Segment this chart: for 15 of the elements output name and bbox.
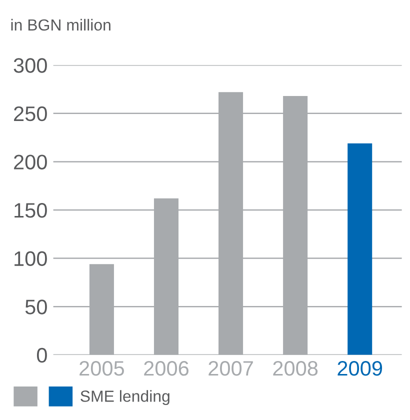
bar (348, 143, 372, 355)
y-axis-title: in BGN million (11, 18, 110, 31)
y-tick-label: 0 (36, 348, 47, 363)
y-tick-label: 200 (14, 154, 47, 170)
y-tick-label: 150 (14, 203, 47, 218)
x-tick-label: 2005 (80, 361, 124, 376)
y-tick-label: 250 (14, 106, 47, 122)
x-tick-label: 2007 (208, 361, 253, 376)
x-tick-label: 2006 (144, 361, 188, 376)
legend-label: SME lending (80, 390, 170, 406)
x-tick-label: 2009 (338, 361, 382, 376)
x-tick-label: 2008 (273, 361, 318, 376)
y-tick-label: 50 (25, 300, 47, 314)
y-tick-label: 300 (14, 58, 47, 73)
y-tick-label: 100 (14, 251, 47, 266)
